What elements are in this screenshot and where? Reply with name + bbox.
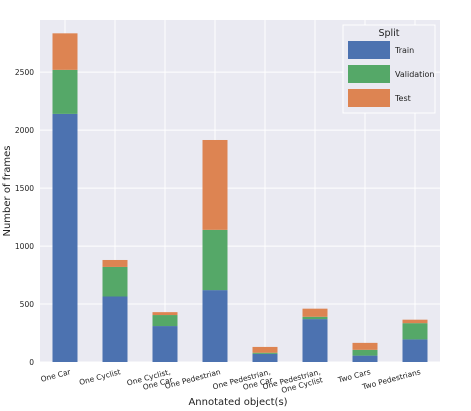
- bar-segment-validation: [152, 315, 178, 327]
- bar-segment-test: [202, 139, 228, 230]
- x-tick-label: One Car: [40, 367, 73, 384]
- legend-label-validation: Validation: [395, 70, 435, 79]
- bar-segment-validation: [302, 316, 328, 320]
- y-axis-label: Number of frames: [2, 145, 13, 236]
- bar-segment-validation: [202, 229, 228, 291]
- x-axis-ticks: One Car One Cyclist One Cyclist,One CarOne…: [40, 367, 422, 399]
- bar-segment-test: [52, 33, 78, 70]
- bar-segment-validation: [252, 352, 278, 354]
- legend-label-test: Test: [394, 94, 411, 103]
- legend: Split Train Validation Test: [342, 24, 436, 114]
- y-tick-label: 500: [20, 300, 35, 309]
- bar-segment-train: [352, 355, 378, 362]
- bar-segment-train: [302, 319, 328, 362]
- bars: [52, 33, 428, 362]
- legend-swatch-train: [348, 41, 390, 59]
- y-tick-label: 0: [29, 358, 34, 367]
- bar-segment-test: [402, 319, 428, 324]
- bar-segment-train: [402, 339, 428, 362]
- bar-segment-train: [252, 353, 278, 362]
- bar-segment-validation: [402, 323, 428, 340]
- y-axis-ticks: 0 500 1000 1500 2000 2500: [15, 68, 34, 367]
- bar-segment-train: [52, 113, 78, 362]
- bar-segment-validation: [352, 349, 378, 356]
- legend-swatch-test: [348, 89, 390, 107]
- bar-segment-test: [152, 312, 178, 316]
- legend-label-train: Train: [394, 46, 414, 55]
- y-tick-label: 2000: [15, 126, 34, 135]
- bar-segment-test: [352, 342, 378, 350]
- y-tick-label: 2500: [15, 68, 34, 77]
- bar-segment-test: [102, 259, 128, 267]
- legend-swatch-validation: [348, 65, 390, 83]
- bar-segment-train: [102, 296, 128, 362]
- y-tick-label: 1000: [15, 242, 34, 251]
- bar-segment-test: [302, 308, 328, 317]
- bar-segment-train: [202, 290, 228, 362]
- x-tick-label: One Pedestrian,One Cyclist: [262, 367, 324, 399]
- bar-segment-test: [252, 346, 278, 353]
- bar-segment-validation: [52, 69, 78, 114]
- x-tick-label: One Cyclist: [78, 367, 121, 387]
- x-axis-label: Annotated object(s): [188, 397, 287, 408]
- bar-segment-train: [152, 326, 178, 362]
- y-tick-label: 1500: [15, 184, 34, 193]
- legend-title: Split: [378, 28, 399, 39]
- bar-segment-validation: [102, 266, 128, 297]
